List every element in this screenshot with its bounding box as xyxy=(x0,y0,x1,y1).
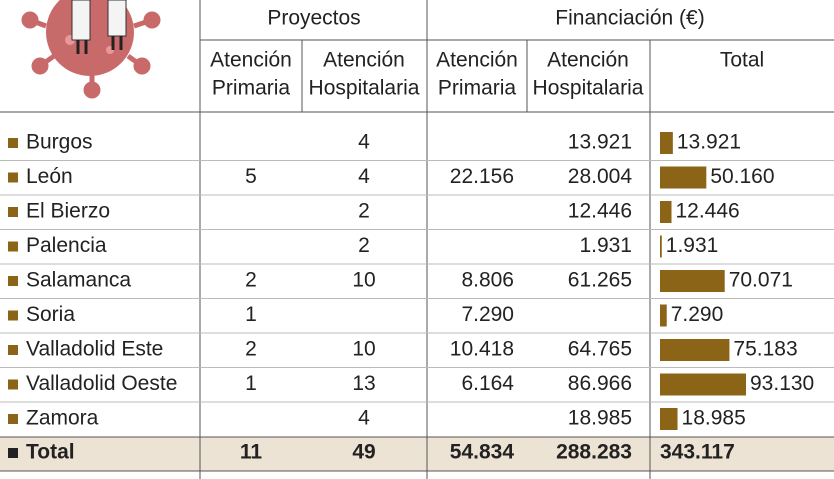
cell: 1 xyxy=(245,303,257,326)
bullet xyxy=(8,276,18,286)
bar-label: 70.071 xyxy=(729,269,793,292)
column-header: Hospitalaria xyxy=(309,77,420,100)
bar xyxy=(660,270,725,292)
bar xyxy=(660,235,662,258)
bar xyxy=(660,304,667,327)
total-row-bg xyxy=(0,437,834,471)
bullet xyxy=(8,448,18,458)
cell: 2 xyxy=(358,200,370,223)
row-label: Burgos xyxy=(26,131,93,154)
bullet xyxy=(8,345,18,355)
bar xyxy=(660,339,730,361)
group-header: Proyectos xyxy=(267,7,360,30)
bullet xyxy=(8,172,18,183)
cell: 22.156 xyxy=(450,165,514,188)
cell: 5 xyxy=(245,165,257,188)
bar-label: 75.183 xyxy=(733,338,797,361)
column-header: Atención xyxy=(547,49,629,72)
cell: 13 xyxy=(352,372,375,395)
cell: 1.931 xyxy=(579,234,632,257)
total-cell: 54.834 xyxy=(450,441,515,464)
bar-label: 1.931 xyxy=(666,234,719,257)
cell: 10 xyxy=(352,338,375,361)
group-header: Financiación (€) xyxy=(555,7,704,30)
bar xyxy=(660,408,678,430)
bar-label: 50.160 xyxy=(710,165,774,188)
cell: 28.004 xyxy=(568,165,633,188)
cell: 4 xyxy=(358,165,370,188)
cell: 2 xyxy=(245,338,257,361)
bar-label: 18.985 xyxy=(682,407,746,430)
row-label: Salamanca xyxy=(26,269,131,292)
row-label: El Bierzo xyxy=(26,200,110,223)
cell: 61.265 xyxy=(568,269,632,292)
bullet xyxy=(8,310,18,321)
bar xyxy=(660,201,672,223)
cell: 13.921 xyxy=(568,131,632,154)
cell: 2 xyxy=(245,269,257,292)
bullet xyxy=(8,241,18,252)
column-header: Atención xyxy=(323,49,405,72)
row-label: Palencia xyxy=(26,234,107,257)
cell: 4 xyxy=(358,131,370,154)
cell: 4 xyxy=(358,407,370,430)
bar-label: 13.921 xyxy=(677,131,741,154)
column-header: Primaria xyxy=(438,77,516,100)
row-label: Zamora xyxy=(26,407,99,430)
virus-icon xyxy=(21,0,161,99)
total-cell: 49 xyxy=(352,441,375,464)
cell: 86.966 xyxy=(568,372,632,395)
total-cell: 343.117 xyxy=(660,441,735,464)
total-cell: 288.283 xyxy=(556,441,632,464)
cell: 6.164 xyxy=(461,372,514,395)
bullet xyxy=(8,379,18,390)
column-header: Total xyxy=(720,49,764,72)
bar-label: 7.290 xyxy=(671,303,724,326)
cell: 12.446 xyxy=(568,200,632,223)
cell: 10.418 xyxy=(450,338,514,361)
column-header: Primaria xyxy=(212,77,290,100)
total-cell: 11 xyxy=(240,441,263,464)
bar-label: 12.446 xyxy=(675,200,739,223)
bar xyxy=(660,132,673,154)
row-label: Soria xyxy=(26,303,75,326)
row-label: León xyxy=(26,165,73,188)
cell: 7.290 xyxy=(461,303,514,326)
row-label: Valladolid Oeste xyxy=(26,372,177,395)
cell: 18.985 xyxy=(568,407,632,430)
bar xyxy=(660,166,707,189)
column-header: Atención xyxy=(210,49,292,72)
bar-label: 93.130 xyxy=(750,372,814,395)
cell: 64.765 xyxy=(568,338,632,361)
bar xyxy=(660,373,746,396)
cell: 10 xyxy=(352,269,375,292)
column-header: Hospitalaria xyxy=(533,77,644,100)
row-label: Valladolid Este xyxy=(26,338,163,361)
total-label: Total xyxy=(26,441,75,464)
bullet xyxy=(8,207,18,217)
column-header: Atención xyxy=(436,49,518,72)
bullet xyxy=(8,138,18,148)
cell: 8.806 xyxy=(461,269,514,292)
cell: 2 xyxy=(358,234,370,257)
cell: 1 xyxy=(245,372,257,395)
bullet xyxy=(8,414,18,424)
